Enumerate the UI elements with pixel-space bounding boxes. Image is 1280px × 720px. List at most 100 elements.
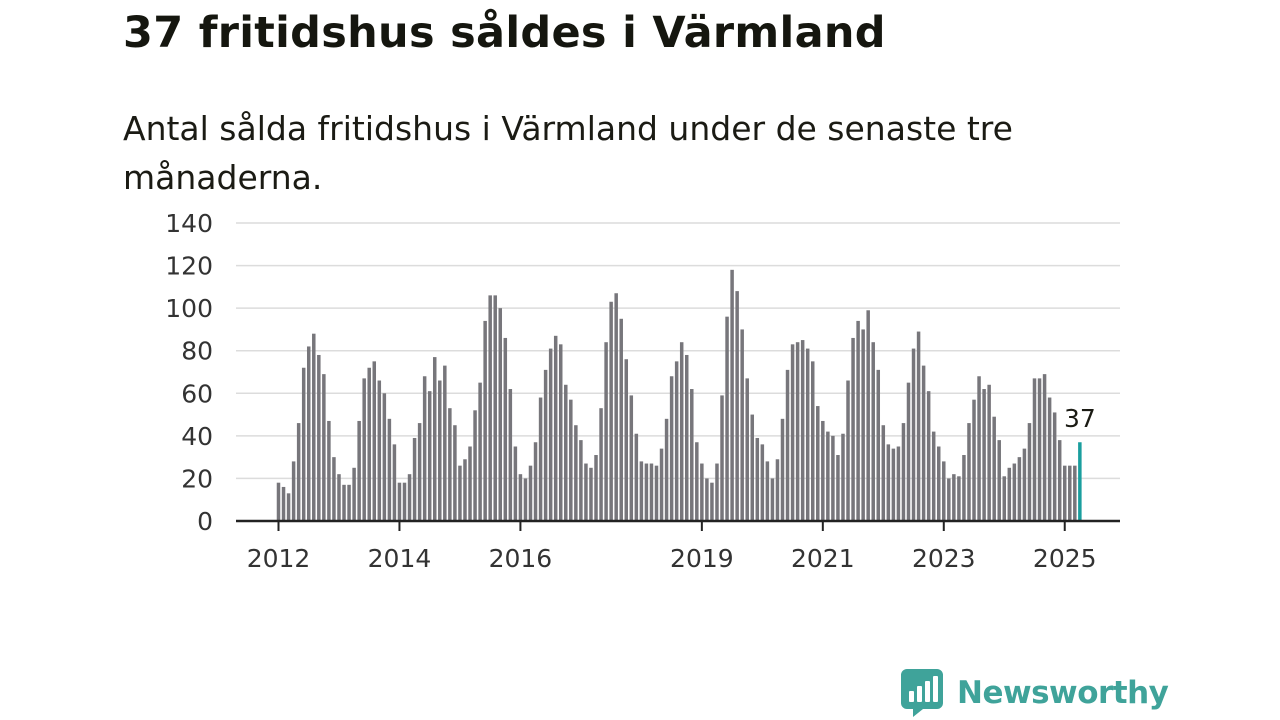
bar [649,463,654,521]
bar [755,437,760,521]
bar [669,376,674,521]
bar [604,342,608,521]
bar [654,465,659,521]
bar [407,474,412,521]
bar [538,397,543,521]
bar [982,389,986,521]
bar [690,389,694,521]
bar [775,459,780,521]
bar [710,482,714,521]
bar [332,457,336,521]
bar [1007,467,1012,521]
bar [513,446,518,521]
bar [740,329,744,521]
bar [987,384,991,521]
bar [992,416,996,521]
bar [1047,397,1052,521]
bar [432,357,437,521]
bar [805,348,810,521]
bar [816,406,820,521]
bar [962,455,966,521]
y-axis-ticks: 0 20 40 60 80 100 120 140 [165,209,213,536]
bar [851,337,855,521]
y-tick-label: 20 [181,464,213,493]
bar [377,380,382,521]
bar [458,465,462,521]
bar [443,365,447,521]
bar [614,293,618,521]
bar [952,474,956,521]
bar [856,320,860,521]
bar [553,335,558,521]
bar [276,482,281,521]
bar [306,346,311,521]
bar [836,455,840,521]
bar [322,374,326,521]
bar [750,414,755,521]
bar [337,474,341,521]
bar [871,342,875,521]
y-tick-label: 80 [181,337,213,366]
highlight-value-label: 37 [1064,404,1096,433]
bar [785,369,790,521]
bar [770,478,775,521]
chart-subtitle: Antal sålda fritidshus i Värmland under … [123,109,1013,197]
bar [841,433,845,521]
bar [528,465,533,521]
bar [483,320,487,521]
bar [518,474,523,521]
bar [1052,412,1057,521]
bar [296,423,301,521]
bar [745,378,749,521]
bar [780,418,785,521]
bar [967,423,971,521]
bar [438,380,442,521]
bar [695,442,699,521]
bar [921,365,926,521]
bar [281,486,286,521]
bar [705,478,709,521]
bar [533,442,538,521]
bar [382,393,387,521]
bar [574,425,578,521]
x-tick-label: 2016 [489,544,553,573]
bar [402,482,407,521]
bar [906,382,911,521]
bar [327,420,331,521]
bar [599,408,603,521]
bar [901,423,906,521]
bar [1068,465,1072,521]
bar [589,467,593,521]
x-tick-label: 2025 [1033,544,1097,573]
bar [291,461,296,521]
y-tick-label: 60 [181,379,213,408]
bar [639,461,644,521]
bar [659,448,664,521]
y-tick-label: 100 [165,294,213,323]
bar [715,463,719,521]
highlight-bar [1078,442,1082,521]
bar [453,425,457,521]
bar [352,467,356,521]
bar [387,418,392,521]
bar [684,354,689,521]
x-axis: 2012 2014 2016 2019 2021 2023 2025 [236,519,1120,573]
bar [926,391,931,521]
bar [957,476,961,521]
bar [584,463,588,521]
bar [765,461,770,521]
bar [866,310,870,521]
y-tick-label: 40 [181,422,213,451]
bar [936,446,941,521]
bar [422,376,427,521]
bar [417,423,422,521]
bar [412,437,417,521]
bar [523,478,528,521]
bar [478,382,482,521]
bar [357,420,361,521]
bar [312,333,316,521]
bar [317,354,321,521]
y-tick-label: 140 [165,209,213,238]
bar [760,444,765,521]
